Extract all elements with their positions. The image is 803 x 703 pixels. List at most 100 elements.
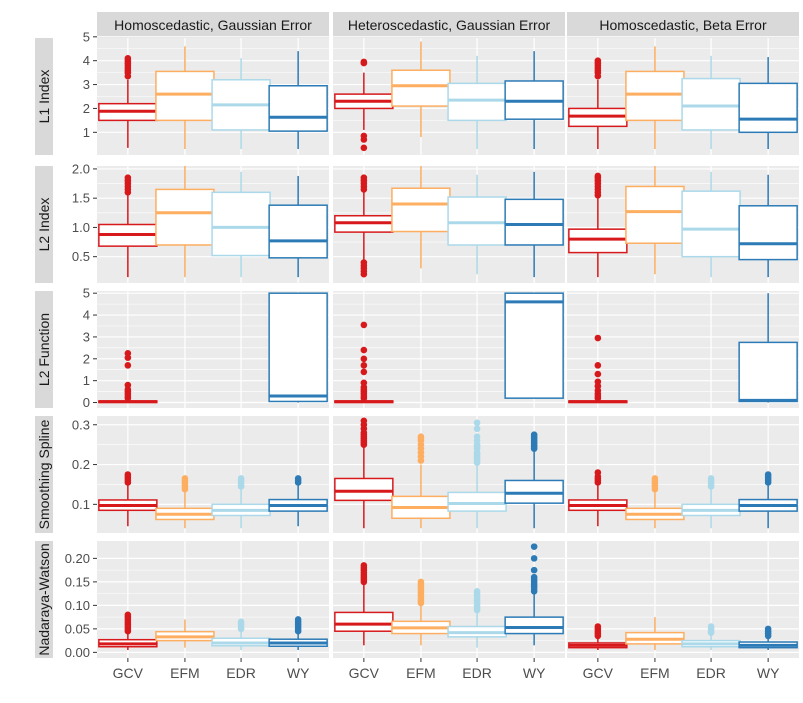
outlier-point (360, 417, 368, 425)
outlier-point (473, 587, 481, 595)
outlier-point (764, 471, 772, 478)
outlier-point (594, 378, 602, 386)
row-strip-label: Smoothing Spline (36, 419, 52, 529)
box-body (391, 187, 451, 233)
y-tick-label: 0.15 (65, 574, 90, 589)
y-tick-label: 2 (83, 101, 90, 116)
box-body (391, 69, 451, 107)
x-tick-label: EFM (640, 665, 670, 681)
box-body (447, 196, 507, 246)
outlier-point (360, 321, 368, 329)
x-tick-label: WY (287, 665, 310, 681)
outlier-point (294, 616, 302, 623)
outlier-point (707, 475, 715, 482)
outlier-point (360, 362, 368, 369)
outlier-point (294, 475, 302, 482)
column-strip (333, 12, 565, 38)
row-strip-label: L2 Function (36, 313, 52, 386)
box-wy (738, 471, 798, 529)
outlier-point (530, 431, 538, 439)
column-strip (97, 12, 329, 38)
box-edr (447, 174, 507, 275)
y-tick-label: 1 (83, 125, 90, 140)
box-gcv (98, 350, 158, 404)
outlier-point (124, 471, 132, 478)
box-efm (625, 166, 685, 275)
box-body (268, 85, 328, 132)
outlier-point (707, 623, 715, 630)
y-tick-label: 0.3 (72, 417, 90, 432)
outlier-point (473, 425, 481, 433)
box-wy (504, 171, 564, 278)
box-body (625, 185, 685, 244)
y-tick-label: 0.10 (65, 598, 90, 613)
box-body (268, 292, 328, 403)
outlier-point (360, 132, 368, 140)
y-tick-label: 0.1 (72, 497, 90, 512)
x-tick-label: WY (757, 665, 780, 681)
outlier-point (360, 355, 368, 363)
box-wy (738, 625, 798, 651)
box-gcv (334, 58, 394, 152)
box-gcv (98, 611, 158, 651)
outlier-point (594, 469, 602, 476)
outlier-point (530, 555, 538, 562)
box-body (738, 82, 798, 134)
y-tick-label: 0.00 (65, 645, 90, 660)
box-body (625, 70, 685, 122)
box-body (211, 191, 271, 257)
y-tick-label: 0 (83, 395, 90, 410)
box-edr (681, 623, 741, 651)
outlier-point (181, 475, 189, 482)
y-tick-label: 0.2 (72, 457, 90, 472)
outlier-point (360, 259, 368, 266)
outlier-point (594, 334, 602, 342)
box-edr (211, 171, 271, 278)
box-efm (155, 166, 215, 278)
box-gcv (568, 172, 628, 278)
box-edr (211, 58, 271, 150)
y-tick-label: 0.5 (72, 249, 90, 264)
box-gcv (98, 471, 158, 527)
y-tick-label: 1 (83, 373, 90, 388)
box-body (568, 228, 628, 254)
y-tick-label: 3 (83, 329, 90, 344)
y-tick-label: 3 (83, 77, 90, 92)
outlier-point (124, 381, 132, 389)
y-tick-label: 1.0 (72, 220, 90, 235)
box-gcv (334, 417, 394, 529)
box-body (504, 292, 564, 399)
box-body (155, 188, 215, 246)
outlier-point (360, 368, 368, 376)
outlier-point (360, 346, 368, 354)
box-gcv (98, 54, 158, 148)
box-body (155, 70, 215, 122)
box-wy (738, 174, 798, 278)
y-tick-label: 2.0 (72, 161, 90, 176)
box-body (504, 198, 564, 246)
outlier-point (237, 618, 245, 626)
y-tick-label: 0.20 (65, 551, 90, 566)
outlier-point (473, 419, 481, 427)
y-tick-label: 0.05 (65, 621, 90, 636)
box-efm (625, 617, 685, 651)
outlier-point (360, 58, 368, 66)
outlier-point (124, 54, 132, 62)
box-wy (268, 292, 328, 403)
outlier-point (530, 566, 538, 574)
box-edr (447, 419, 507, 529)
box-wy (504, 292, 564, 399)
box-wy (268, 616, 328, 651)
box-edr (681, 475, 741, 529)
x-tick-label: EDR (462, 665, 492, 681)
box-edr (447, 55, 507, 150)
box-body (268, 204, 328, 259)
outlier-point (764, 625, 772, 633)
outlier-point (360, 144, 368, 152)
y-tick-label: 1.5 (72, 191, 90, 206)
box-wy (504, 431, 564, 529)
box-gcv (334, 321, 394, 404)
box-gcv (568, 334, 628, 404)
row-strip (35, 291, 53, 408)
